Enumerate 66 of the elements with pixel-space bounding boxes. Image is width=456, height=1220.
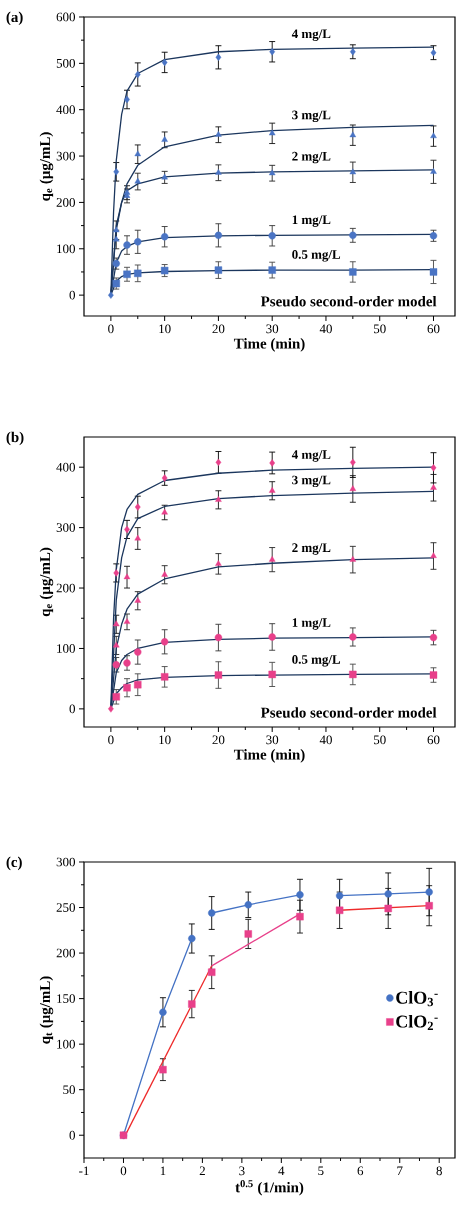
y-tick-label: 100 bbox=[57, 1039, 76, 1049]
x-tick-label: 50 bbox=[374, 735, 386, 745]
x-tick-label: 2 bbox=[199, 1166, 205, 1176]
x-tick-label: 50 bbox=[374, 324, 386, 334]
series-label: 1 mg/L bbox=[292, 618, 331, 630]
x-tick-label: 3 bbox=[239, 1166, 245, 1176]
series-label: 3 mg/L bbox=[292, 110, 331, 123]
x-tick-label: -1 bbox=[79, 1166, 89, 1176]
series-label: 0.5 mg/L bbox=[292, 655, 341, 667]
x-tick-label: 1 bbox=[160, 1166, 166, 1176]
series-label: 4 mg/L bbox=[291, 29, 331, 41]
x-tick-label: 20 bbox=[212, 324, 225, 334]
x-tick-label: 4 bbox=[278, 1166, 285, 1176]
y-axis-title: q$_{t}$ (μg/mL) bbox=[39, 976, 54, 1044]
x-tick-label: 40 bbox=[319, 735, 332, 745]
y-tick-label: 500 bbox=[56, 58, 76, 68]
y-tick-label: 300 bbox=[56, 523, 76, 532]
y-tick-label: 0 bbox=[69, 290, 76, 300]
y-tick-label: 100 bbox=[57, 644, 76, 653]
x-tick-label: 10 bbox=[159, 324, 171, 334]
y-axis-title: q$_{e}$ (μg/mL) bbox=[39, 132, 54, 201]
x-tick-label: 40 bbox=[319, 324, 332, 334]
x-axis-title: Time (min) bbox=[233, 338, 305, 352]
annotation: Pseudo second-order model bbox=[260, 707, 437, 718]
series-label: 4 mg/L bbox=[291, 450, 331, 462]
y-tick-label: 600 bbox=[56, 12, 76, 22]
y-tick-label: 200 bbox=[56, 948, 76, 958]
legend-label: ClO$_{2}$- bbox=[396, 1014, 438, 1030]
y-tick-label: 200 bbox=[56, 583, 76, 593]
x-tick-label: 10 bbox=[159, 735, 171, 745]
annotation: Pseudo second-order model bbox=[260, 295, 437, 307]
y-tick-label: 50 bbox=[63, 1085, 76, 1095]
y-tick-label: 150 bbox=[57, 994, 76, 1003]
y-tick-label: 300 bbox=[56, 857, 76, 867]
y-tick-label: 200 bbox=[56, 198, 76, 207]
y-tick-label: 400 bbox=[56, 105, 76, 115]
x-axis-title: t$^{0.5}$ (1/min) bbox=[235, 1180, 304, 1196]
legend-label: ClO$_{3}$- bbox=[396, 991, 438, 1007]
x-tick-label: 20 bbox=[212, 735, 225, 745]
chart-title: (c) bbox=[6, 856, 22, 871]
x-tick-label: 30 bbox=[266, 324, 279, 334]
x-tick-label: 6 bbox=[357, 1166, 364, 1176]
x-tick-label: 30 bbox=[266, 735, 279, 745]
chart-title: (b) bbox=[6, 431, 24, 446]
y-axis-title: q$_{e}$ (μg/mL) bbox=[39, 547, 54, 617]
x-tick-label: 8 bbox=[436, 1166, 442, 1176]
x-axis-title: Time (min) bbox=[233, 749, 305, 763]
x-tick-label: 0 bbox=[108, 324, 114, 334]
series-label: 2 mg/L bbox=[292, 151, 331, 164]
series-label: 1 mg/L bbox=[292, 215, 331, 227]
x-tick-label: 0 bbox=[120, 1166, 127, 1176]
x-tick-label: 7 bbox=[397, 1166, 403, 1175]
chart-title: (a) bbox=[6, 11, 23, 26]
series-label: 3 mg/L bbox=[292, 475, 331, 488]
y-tick-label: 400 bbox=[56, 462, 76, 472]
y-tick-label: 100 bbox=[57, 244, 76, 254]
y-tick-label: 300 bbox=[56, 151, 76, 161]
x-tick-label: 60 bbox=[427, 324, 440, 334]
y-tick-label: 250 bbox=[56, 903, 76, 912]
series-label: 2 mg/L bbox=[292, 543, 331, 555]
series-label: 0.5 mg/L bbox=[292, 250, 341, 262]
y-tick-label: 0 bbox=[69, 1130, 76, 1140]
x-tick-label: 60 bbox=[427, 735, 440, 745]
y-tick-label: 0 bbox=[69, 704, 76, 714]
x-tick-label: 5 bbox=[318, 1166, 324, 1176]
x-tick-label: 0 bbox=[108, 735, 114, 745]
